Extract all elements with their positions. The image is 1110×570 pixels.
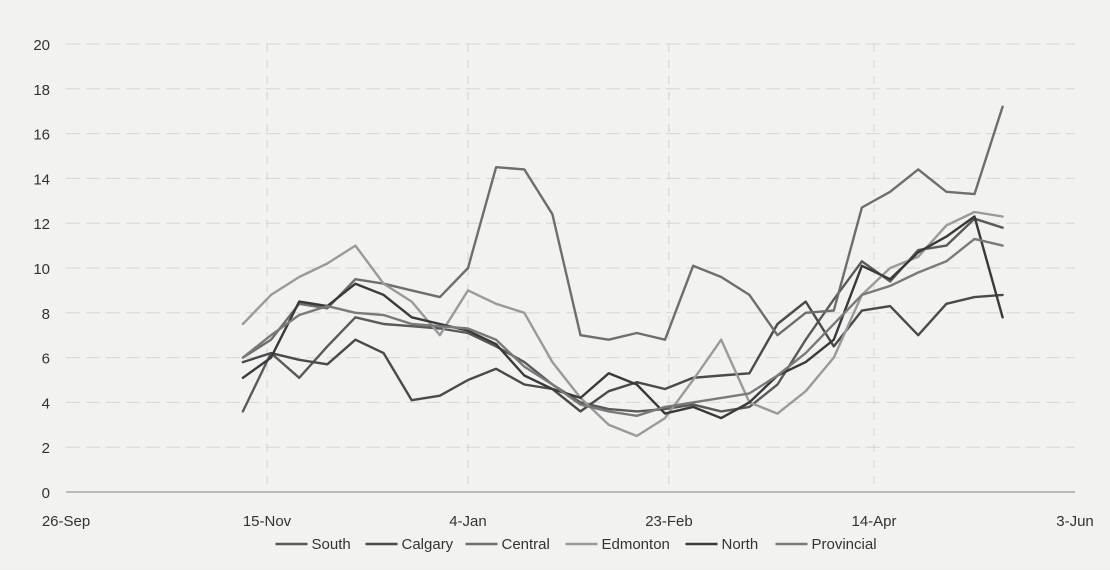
- y-tick-label: 20: [33, 37, 50, 54]
- y-tick-label: 8: [42, 306, 50, 323]
- x-tick-label: 14-Apr: [851, 513, 896, 530]
- x-tick-label: 26-Sep: [42, 513, 90, 530]
- x-tick-label: 3-Jun: [1056, 513, 1094, 530]
- y-tick-label: 16: [33, 127, 50, 144]
- x-tick-label: 23-Feb: [645, 513, 693, 530]
- legend-label-central: Central: [502, 536, 550, 553]
- series-line-edmonton: [241, 210, 1004, 438]
- axes: 0 2 4 6 8 10 12 14 16 18 20 26-Sep 15-Nov 4-Jan 23-Feb…: [33, 37, 1093, 530]
- y-tick-label: 14: [33, 171, 50, 188]
- y-tick-label: 0: [42, 485, 50, 502]
- x-tick-label: 4-Jan: [449, 513, 487, 530]
- legend-label-provincial: Provincial: [812, 536, 877, 553]
- series-line-calgary: [241, 293, 1004, 413]
- x-tick-label: 15-Nov: [243, 513, 292, 530]
- series-lines: [241, 105, 1004, 438]
- legend: South Calgary Central Edmonton North Provinci…: [275, 536, 877, 553]
- series-line-central: [241, 105, 1004, 359]
- series-line-provincial: [241, 237, 1004, 417]
- y-tick-label: 6: [42, 351, 50, 368]
- y-tick-label: 2: [42, 440, 50, 457]
- grid-lines: [66, 43, 1075, 492]
- y-tick-label: 10: [33, 261, 50, 278]
- y-tick-label: 18: [33, 82, 50, 99]
- legend-label-edmonton: Edmonton: [602, 536, 670, 553]
- y-tick-label: 4: [42, 395, 50, 412]
- y-tick-label: 12: [33, 216, 50, 233]
- legend-label-south: South: [312, 536, 351, 553]
- legend-label-calgary: Calgary: [402, 536, 454, 553]
- legend-label-north: North: [722, 536, 759, 553]
- series-line-north: [241, 215, 1004, 420]
